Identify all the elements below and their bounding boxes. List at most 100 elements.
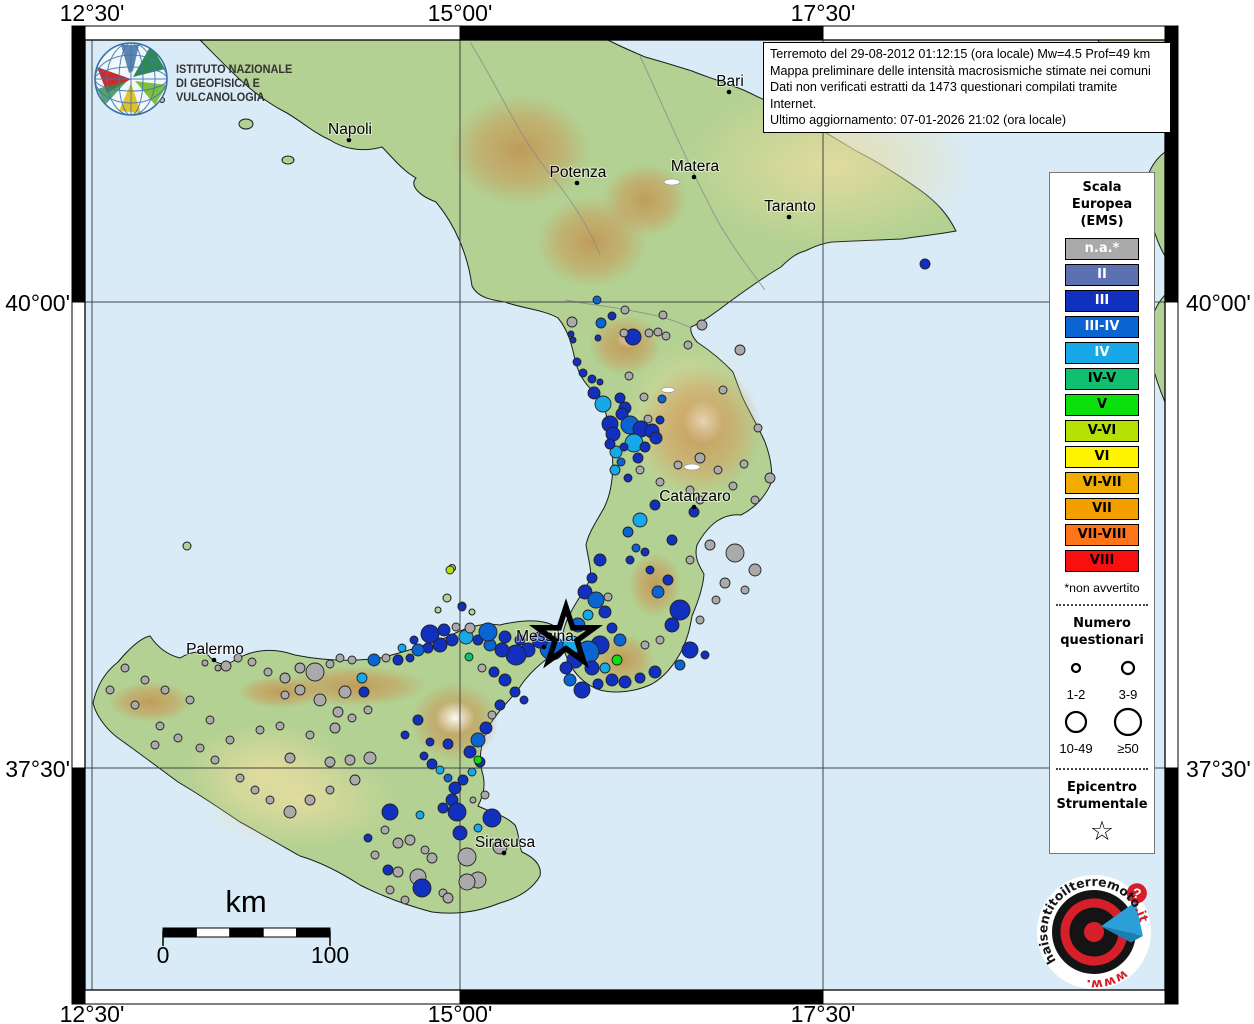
intensity-dot-III4 <box>367 653 381 667</box>
intensity-dot-na <box>644 328 654 338</box>
ingv-globe-icon <box>94 42 168 116</box>
intensity-dot-III <box>623 473 633 483</box>
intensity-dot-na <box>335 653 345 663</box>
info-line-event: Terremoto del 29-08-2012 01:12:15 (ora l… <box>770 47 1151 61</box>
intensity-dot-III <box>425 737 435 747</box>
legend-swatch-iv-v: IV-V <box>1065 368 1139 390</box>
intensity-dot-na <box>150 740 160 750</box>
intensity-dot-III <box>587 386 601 400</box>
intensity-dot-III <box>392 654 404 666</box>
intensity-points <box>105 258 931 905</box>
legend-size-10-49: 10-49 <box>1050 705 1102 759</box>
intensity-dot-na <box>347 655 357 665</box>
size-circle-icon <box>1070 662 1082 674</box>
intensity-dot-na <box>247 657 257 667</box>
legend-size--50: ≥50 <box>1102 705 1154 759</box>
intensity-dot-III4 <box>411 643 425 657</box>
intensity-dot-na <box>392 837 404 849</box>
intensity-dot-III <box>639 441 651 453</box>
intensity-dot-na <box>673 460 683 470</box>
hsit-megaphone-icon <box>1100 901 1143 936</box>
intensity-dot-na <box>711 595 721 605</box>
intensity-dot-na <box>250 785 260 795</box>
intensity-dot-III <box>669 599 691 621</box>
intensity-dot-na <box>464 622 476 634</box>
intensity-dot-na <box>764 472 776 484</box>
intensity-dot-III <box>625 555 635 565</box>
intensity-dot-na <box>753 423 763 433</box>
intensity-dot-na <box>255 725 265 735</box>
intensity-dot-na <box>566 316 578 328</box>
legend-swatch-vii: VII <box>1065 498 1139 520</box>
intensity-dot-III <box>437 623 451 637</box>
admin-borders <box>469 41 766 329</box>
intensity-dot-na <box>325 659 335 669</box>
intensity-dot-III <box>919 258 931 270</box>
intensity-dot-na <box>325 785 335 795</box>
intensity-dot-III <box>567 330 575 338</box>
legend-size-1-2: 1-2 <box>1050 651 1102 705</box>
size-circle-icon <box>1064 710 1088 734</box>
size-label: 1-2 <box>1066 687 1086 702</box>
intensity-dot-na <box>210 755 220 765</box>
legend-title-1: Scala <box>1082 180 1122 195</box>
legend-epicentro-title-2: Strumentale <box>1056 797 1148 812</box>
intensity-dot-III <box>700 650 710 660</box>
intensity-dot-III4 <box>592 295 602 305</box>
city-marker-potenza <box>574 180 580 186</box>
intensity-dot-IV <box>415 810 425 820</box>
legend-swatch-iii-iv: III-IV <box>1065 316 1139 338</box>
island-ustica <box>182 541 192 551</box>
size-label: 10-49 <box>1059 741 1093 756</box>
intensity-dot-na <box>220 660 232 672</box>
legend-size-items: 1-2 3-9 10-49 ≥50 <box>1050 651 1154 759</box>
intensity-dot-na <box>385 885 395 895</box>
intensity-dot-III <box>420 624 440 644</box>
intensity-dot-III <box>649 431 663 445</box>
hsit-question-badge <box>1126 883 1147 904</box>
intensity-dot-III <box>412 878 432 898</box>
lake-3 <box>683 463 701 471</box>
epicenter-star <box>529 598 603 669</box>
city-label-catanzaro: Catanzaro <box>659 488 731 505</box>
gridlines <box>85 40 1165 990</box>
intensity-dot-na <box>655 477 665 487</box>
legend-swatch-iv: IV <box>1065 342 1139 364</box>
axis-label-bottom-1: 15°00' <box>427 1001 493 1024</box>
intensity-dot-III <box>655 415 665 425</box>
intensity-dot-na <box>653 327 663 337</box>
intensity-dot-IV <box>599 662 611 674</box>
intensity-dot-III <box>664 617 680 633</box>
intensity-dot-na <box>225 735 235 745</box>
intensity-dot-IV <box>609 464 621 476</box>
island-capri <box>281 155 295 165</box>
intensity-dot-na <box>492 839 508 855</box>
intensity-dot-III <box>598 605 612 619</box>
intensity-dot-na <box>624 371 634 381</box>
intensity-dot-III <box>604 438 616 450</box>
city-marker-palermo <box>211 657 217 663</box>
scalebar-start-label: 0 <box>156 942 170 968</box>
legend-title-2: Europea <box>1071 197 1133 212</box>
intensity-dot-III <box>479 721 493 735</box>
hsit-megaphone-shade <box>1100 926 1143 943</box>
intensity-dot-na <box>140 675 150 685</box>
intensity-dot-na <box>105 685 115 695</box>
intensity-dot-na <box>685 555 695 565</box>
map-frame <box>71 25 1179 1005</box>
intensity-dot-III <box>614 392 626 404</box>
legend-title-3: (EMS) <box>1080 214 1124 229</box>
intensity-dot-III4 <box>443 773 453 783</box>
intensity-dot-na <box>283 805 297 819</box>
intensity-dot-na <box>214 664 222 672</box>
legend-size-3-9: 3-9 <box>1102 651 1154 705</box>
city-label-potenza: Potenza <box>550 164 607 181</box>
intensity-dot-III4 <box>622 526 634 538</box>
intensity-dot-na <box>719 577 731 589</box>
intensity-dot-III <box>618 675 632 689</box>
intensity-dot-III <box>632 452 644 464</box>
legend-swatch-n-a-: n.a.* <box>1065 238 1139 260</box>
intensity-dot-na <box>233 653 243 663</box>
scale-bar <box>162 927 331 946</box>
axis-label-top-0: 12°30' <box>59 0 125 26</box>
